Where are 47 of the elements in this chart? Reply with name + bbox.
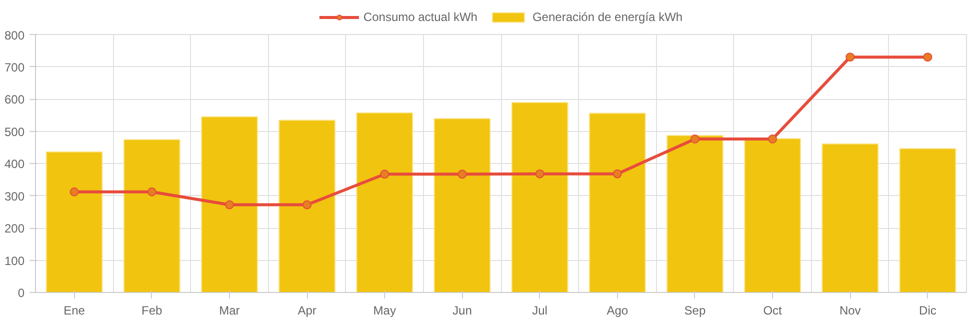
point xyxy=(768,134,778,144)
point xyxy=(846,52,855,62)
point xyxy=(70,187,79,196)
y-tick-label: 300 xyxy=(4,189,25,204)
y-tick-label: 600 xyxy=(4,92,25,106)
x-tick-label: Ago xyxy=(606,304,628,318)
point xyxy=(224,200,234,210)
y-tick-label: 100 xyxy=(4,254,25,268)
x-tick-label: Oct xyxy=(763,304,783,318)
point xyxy=(458,170,467,179)
x-tick-label: Dic xyxy=(919,304,936,318)
point xyxy=(380,170,390,179)
point xyxy=(147,187,156,196)
bar xyxy=(46,151,103,292)
y-tick-label: 200 xyxy=(4,222,25,236)
bar xyxy=(822,143,879,292)
bar xyxy=(123,139,180,292)
point xyxy=(535,169,544,178)
x-tick-label: Jun xyxy=(452,304,472,318)
y-tick-label: 500 xyxy=(4,124,25,139)
bar xyxy=(744,138,801,292)
bar xyxy=(201,116,258,292)
legend-label: Consumo actual kWh xyxy=(363,10,478,24)
x-tick-label: Apr xyxy=(298,304,316,318)
y-tick-label: 0 xyxy=(18,286,25,300)
y-tick-label: 800 xyxy=(4,28,25,42)
bar xyxy=(899,148,956,292)
bar xyxy=(588,112,646,292)
bar xyxy=(356,112,414,292)
point xyxy=(690,134,700,144)
x-tick-label: Feb xyxy=(142,304,163,318)
bar xyxy=(434,118,491,292)
point xyxy=(302,200,312,210)
x-tick-label: Sep xyxy=(684,304,706,318)
bar xyxy=(278,120,336,292)
point xyxy=(612,169,622,178)
point xyxy=(923,52,932,62)
x-tick-label: May xyxy=(373,304,396,318)
x-tick-label: Mar xyxy=(219,304,240,318)
y-tick-label: 400 xyxy=(4,157,25,171)
bar xyxy=(511,102,568,292)
x-tick-label: Jul xyxy=(532,304,548,318)
bar xyxy=(666,134,724,292)
legend-label: Generación de energía kWh xyxy=(532,10,683,24)
y-tick-label: 700 xyxy=(4,60,25,74)
x-tick-label: Ene xyxy=(64,304,86,318)
x-tick-label: Nov xyxy=(839,304,861,318)
